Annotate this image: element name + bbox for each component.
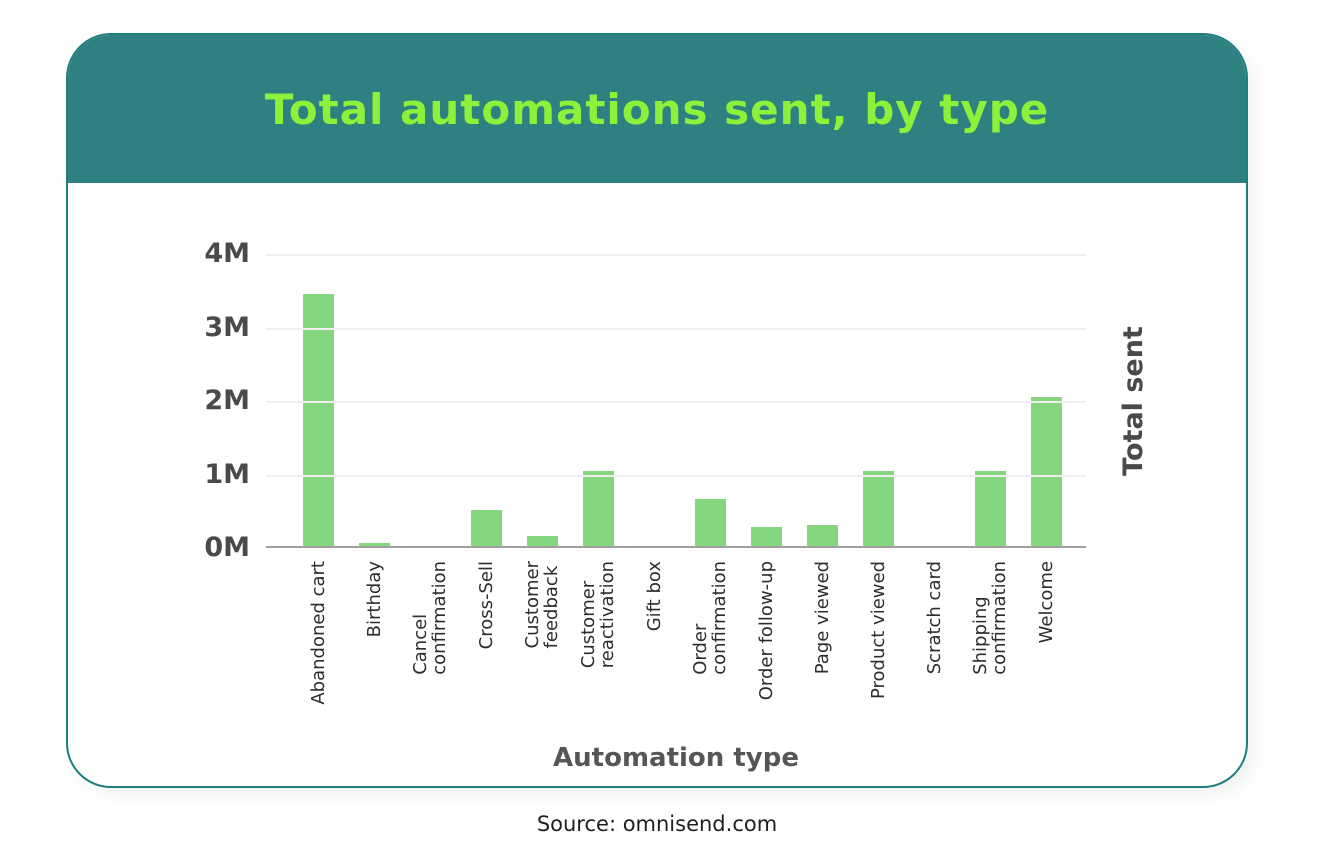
x-label-cell: Welcome	[1018, 556, 1074, 756]
x-axis-labels: Abandoned cart Birthday Cancel confirmatio…	[290, 556, 1074, 756]
x-label-cell: Shipping confirmation	[962, 556, 1018, 756]
x-label-cell: Cancel confirmation	[402, 556, 458, 756]
x-axis-tick-label: Product viewed	[867, 561, 889, 700]
plot-area	[266, 254, 1086, 548]
gridline	[266, 474, 1086, 477]
x-label-cell: Cross-Sell	[458, 556, 514, 756]
x-label-cell: Customer feedback	[514, 556, 570, 756]
bar-column	[850, 254, 906, 548]
bar-column	[794, 254, 850, 548]
x-label-cell: Birthday	[346, 556, 402, 756]
x-axis-tick-label: Customer feedback	[522, 561, 562, 649]
bar	[526, 536, 558, 548]
x-axis-tick-label: Scratch card	[923, 561, 945, 675]
x-axis-title: Automation type	[553, 743, 799, 773]
bar	[582, 471, 614, 548]
x-axis-tick-label: Shipping confirmation	[970, 561, 1010, 675]
bar	[470, 510, 502, 548]
bar	[694, 499, 726, 548]
x-axis-tick-label: Customer reactivation	[578, 561, 618, 669]
bar	[1030, 397, 1062, 548]
x-axis-tick-label: Gift box	[643, 561, 665, 632]
bar	[862, 471, 894, 548]
bar	[302, 294, 334, 548]
y-axis-tick-label: 3M	[204, 311, 250, 343]
bar-column	[570, 254, 626, 548]
bar	[974, 471, 1006, 548]
y-axis-tick-label: 0M	[204, 532, 250, 563]
x-label-cell: Order follow-up	[738, 556, 794, 756]
bar-column	[1018, 254, 1074, 548]
x-axis-tick-label: Birthday	[363, 561, 385, 638]
x-axis-tick-label: Welcome	[1035, 561, 1057, 644]
gridline	[266, 254, 1086, 256]
y-axis: 4M 3M 2M 1M 0M	[148, 238, 250, 563]
x-axis-tick-label: Cross-Sell	[475, 561, 497, 650]
bar-column	[738, 254, 794, 548]
bar	[806, 525, 838, 548]
x-label-cell: Customer reactivation	[570, 556, 626, 756]
y-axis-tick-label: 1M	[204, 458, 250, 490]
x-axis-tick-label: Order follow-up	[755, 561, 777, 701]
bar-column	[962, 254, 1018, 548]
chart-card: Total automations sent, by type 4M 3M 2M 1M…	[66, 33, 1248, 788]
x-label-cell: Scratch card	[906, 556, 962, 756]
x-axis-tick-label: Order confirmation	[690, 561, 730, 675]
bar-column	[346, 254, 402, 548]
bars-container	[290, 254, 1074, 548]
source-note: Source: omnisend.com	[536, 812, 778, 836]
bar-column	[290, 254, 346, 548]
bar-column	[682, 254, 738, 548]
x-label-cell: Gift box	[626, 556, 682, 756]
y-axis-tick-label: 2M	[204, 385, 250, 416]
gridline	[266, 327, 1086, 330]
card-header: Total automations sent, by type	[68, 35, 1246, 183]
y-axis-title: Total sent	[1118, 326, 1149, 476]
bar-column	[458, 254, 514, 548]
x-label-cell: Abandoned cart	[290, 556, 346, 756]
chart-title: Total automations sent, by type	[264, 84, 1050, 134]
gridline	[266, 401, 1086, 403]
x-axis-baseline	[266, 546, 1086, 548]
bar	[358, 543, 390, 548]
x-axis-tick-label: Abandoned cart	[307, 561, 329, 705]
x-axis-tick-label: Page viewed	[811, 561, 833, 675]
bar	[750, 527, 782, 548]
x-axis-tick-label: Cancel confirmation	[410, 561, 450, 675]
x-label-cell: Order confirmation	[682, 556, 738, 756]
bar-column	[514, 254, 570, 548]
x-label-cell: Product viewed	[850, 556, 906, 756]
y-axis-tick-label: 4M	[204, 238, 250, 269]
x-label-cell: Page viewed	[794, 556, 850, 756]
